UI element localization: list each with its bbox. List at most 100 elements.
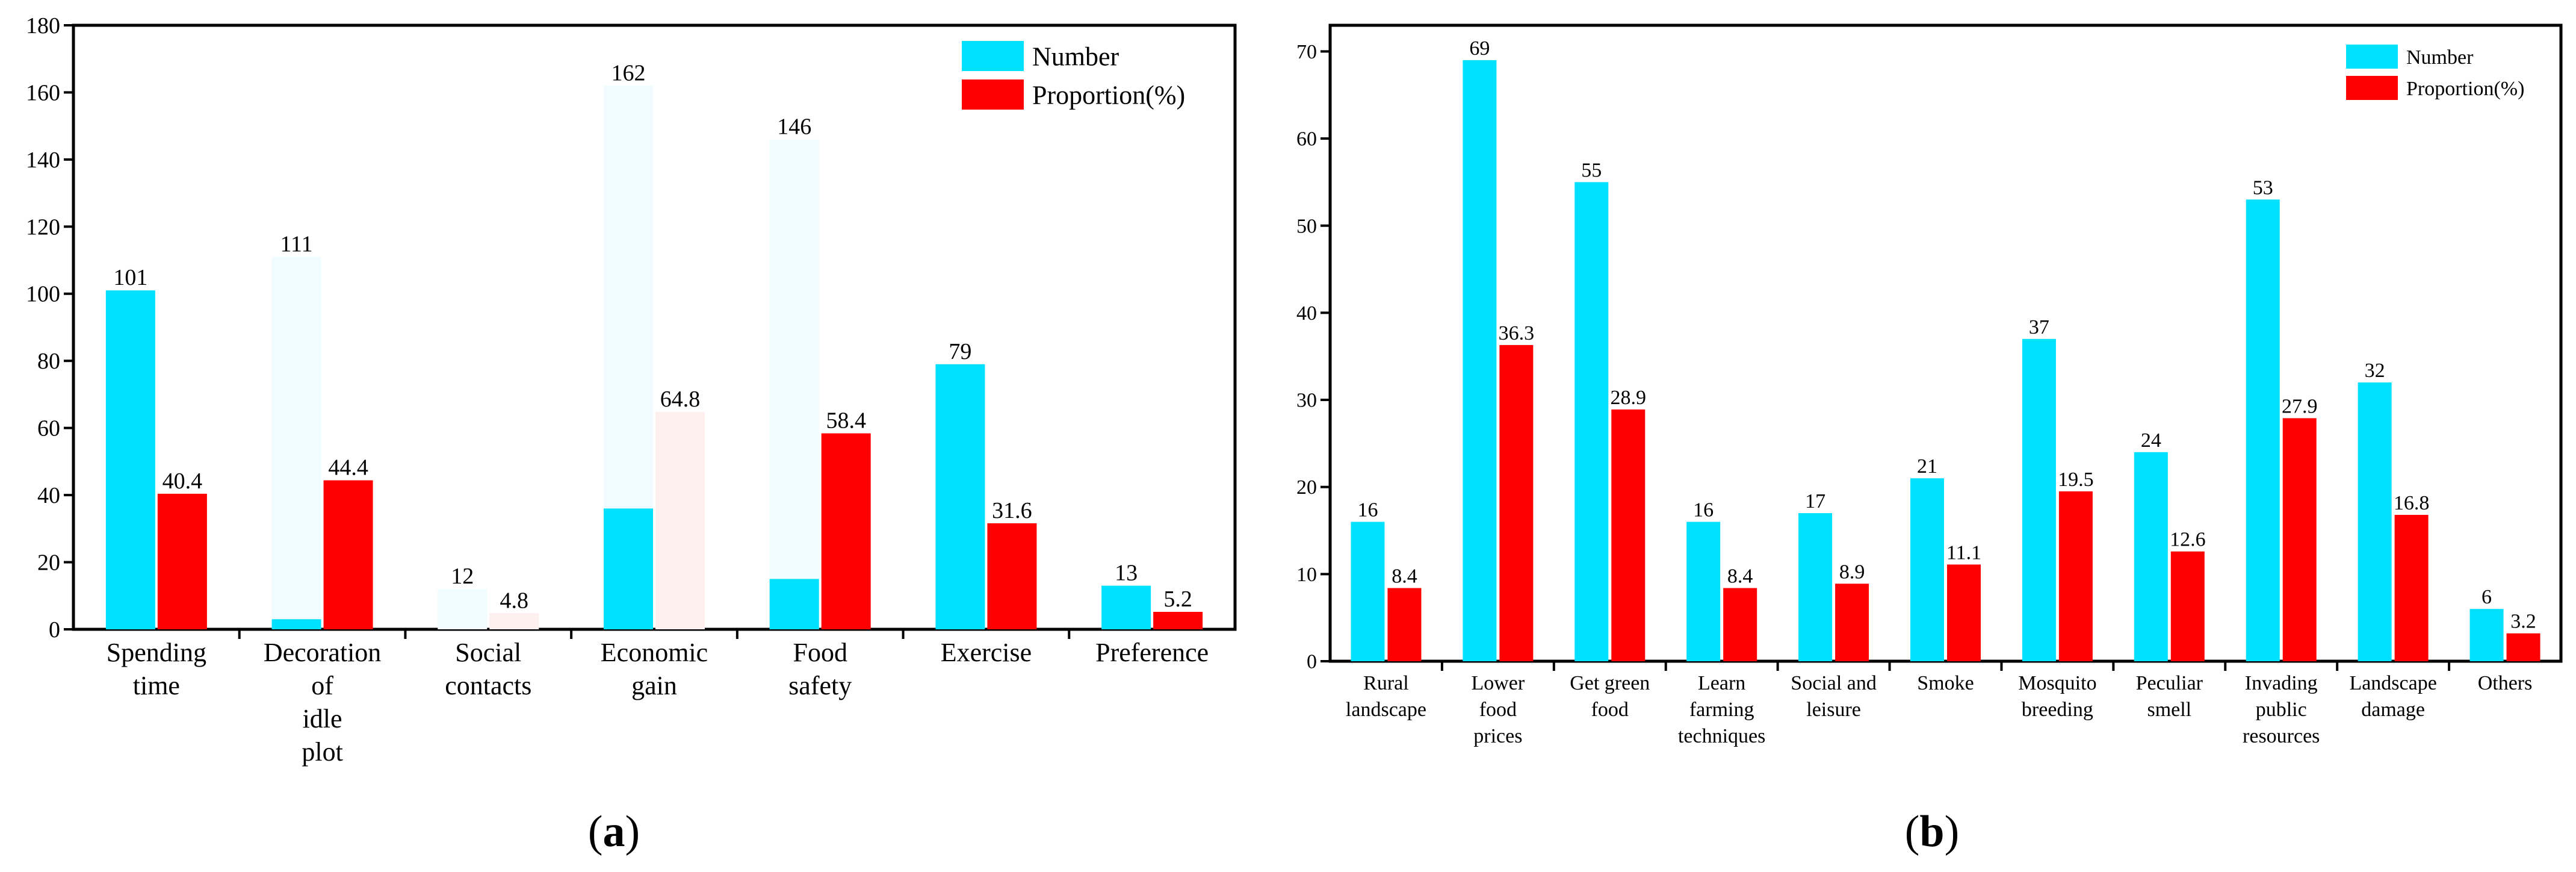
x-category-label: Lower food prices <box>1471 672 1525 747</box>
legend-label-proportion: Proportion(%) <box>2406 78 2524 100</box>
data-label-proportion: 31.6 <box>992 498 1032 523</box>
y-tick-label: 20 <box>1296 476 1317 499</box>
legend-swatch-proportion <box>2346 76 2398 100</box>
bar-number <box>2134 452 2168 661</box>
data-label-number: 13 <box>1115 561 1138 586</box>
y-tick-label: 20 <box>37 550 60 575</box>
plot-frame <box>72 23 1237 631</box>
y-tick-label: 100 <box>26 282 60 307</box>
y-tick-label: 0 <box>1307 651 1317 673</box>
data-label-number: 16 <box>1693 499 1714 522</box>
x-category-label: Invading public resources <box>2243 672 2320 747</box>
bar-number <box>604 508 653 629</box>
data-label-proportion: 4.8 <box>500 588 529 613</box>
bar-number <box>1686 522 1721 661</box>
data-label-number: 101 <box>113 265 147 290</box>
y-tick-label: 80 <box>37 349 60 374</box>
data-label-proportion: 19.5 <box>2058 469 2094 491</box>
x-category-label: Others <box>2478 672 2533 694</box>
bar-proportion <box>821 433 871 629</box>
y-tick-label: 60 <box>1296 128 1317 151</box>
data-label-proportion: 44.4 <box>328 455 368 481</box>
bar-number <box>1910 478 1944 661</box>
y-tick-label: 0 <box>49 617 60 643</box>
legend-swatch-proportion <box>962 79 1024 110</box>
x-category-label: Economic gain <box>601 638 708 700</box>
bar-proportion-faded <box>655 411 705 629</box>
data-label-number: 6 <box>2482 586 2492 608</box>
bar-number-faded <box>438 589 488 629</box>
bar-number <box>2246 199 2280 661</box>
x-category-label: Peculiar smell <box>2136 672 2203 721</box>
bar-number <box>2022 338 2056 661</box>
y-tick-label: 120 <box>26 214 60 240</box>
data-label-proportion: 28.9 <box>1611 387 1647 409</box>
data-label-number: 16 <box>1357 499 1378 522</box>
x-category-label: Food safety <box>788 638 852 700</box>
bar-number <box>271 619 321 629</box>
data-label-proportion: 8.4 <box>1727 565 1753 587</box>
bar-proportion <box>2170 551 2205 661</box>
data-label-number: 162 <box>611 60 646 86</box>
bar-proportion <box>1947 564 1981 661</box>
data-label-number: 69 <box>1469 37 1490 60</box>
y-tick-label: 160 <box>26 80 60 105</box>
data-label-number: 79 <box>949 339 971 364</box>
bar-proportion <box>2394 514 2429 661</box>
data-label-proportion: 12.6 <box>2170 529 2206 551</box>
x-category-label: Decoration of idle plot <box>264 638 381 767</box>
y-tick-label: 10 <box>1296 564 1317 586</box>
bar-proportion-faded <box>489 613 539 629</box>
bar-proportion <box>2058 491 2093 661</box>
x-category-label: Learn farming techniques <box>1678 672 1765 747</box>
data-label-number: 12 <box>451 564 474 589</box>
bar-number <box>1574 182 1609 662</box>
data-label-proportion: 3.2 <box>2510 611 2536 633</box>
bar-proportion <box>1835 584 1869 661</box>
bar-number <box>769 579 819 629</box>
x-category-label: Social contacts <box>445 638 531 700</box>
panel-label: (a) <box>588 807 640 856</box>
data-label-number: 146 <box>777 114 811 139</box>
data-label-proportion: 27.9 <box>2282 395 2318 417</box>
data-label-number: 32 <box>2365 360 2385 382</box>
x-category-label: Rural landscape <box>1346 672 1426 721</box>
data-label-number: 53 <box>2253 176 2273 199</box>
data-label-proportion: 5.2 <box>1163 587 1192 612</box>
data-label-proportion: 8.4 <box>1392 565 1417 587</box>
legend-label-number: Number <box>2406 46 2474 69</box>
bar-proportion <box>1723 588 1757 661</box>
data-label-number: 111 <box>280 231 312 257</box>
bar-proportion <box>1387 588 1422 661</box>
bar-number <box>2469 609 2504 661</box>
bar-proportion <box>1611 409 1646 661</box>
data-label-number: 21 <box>1917 455 1937 478</box>
x-category-label: Mosquito breeding <box>2018 672 2096 721</box>
bar-number <box>935 364 985 629</box>
x-category-label: Spending time <box>107 638 206 700</box>
chart-panel-a: 0 20 40 60 80 100 120 140 160 180 Spending time 101 4… <box>26 13 1237 856</box>
bar-proportion <box>157 493 207 629</box>
bar-number <box>105 290 155 629</box>
y-tick-label: 30 <box>1296 390 1317 412</box>
data-label-proportion: 64.8 <box>660 387 701 412</box>
data-label-number: 37 <box>2029 316 2049 338</box>
legend-swatch-number <box>962 41 1024 71</box>
legend-label-proportion: Proportion(%) <box>1032 80 1185 110</box>
bar-number <box>1351 522 1385 661</box>
bar-number-faded <box>769 139 819 629</box>
bar-number <box>1798 513 1833 661</box>
plot-frame <box>1328 23 2563 663</box>
bar-number-faded <box>271 257 321 629</box>
chart-panel-b: 0 10 20 30 40 50 60 70 Rural landscape 16 8.4 Lower f… <box>1296 23 2563 856</box>
data-label-proportion: 58.4 <box>826 408 866 434</box>
x-category-label: Smoke <box>1917 672 1974 694</box>
data-label-proportion: 16.8 <box>2394 492 2430 514</box>
x-category-label: Get green food <box>1570 672 1650 721</box>
y-tick-label: 60 <box>37 416 60 441</box>
y-tick-label: 70 <box>1296 41 1317 63</box>
y-tick-label: 50 <box>1296 215 1317 237</box>
bar-proportion <box>323 480 373 629</box>
data-label-proportion: 8.9 <box>1839 561 1865 583</box>
